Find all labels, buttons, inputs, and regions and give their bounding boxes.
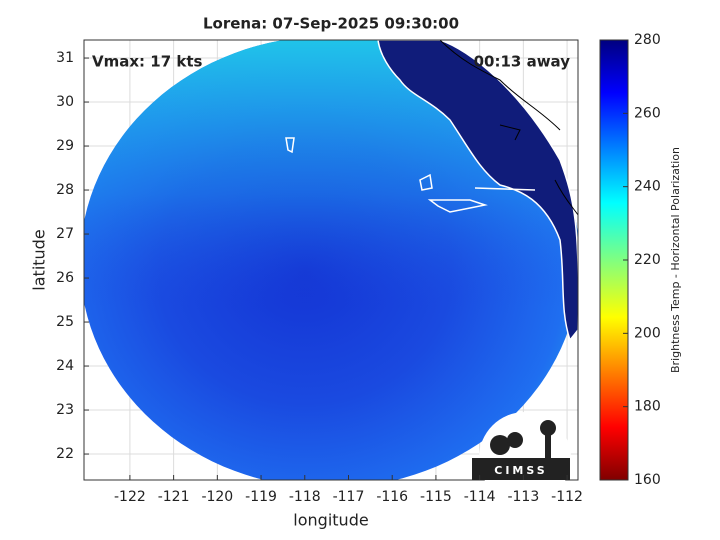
- colorbar-tick-label: 180: [634, 399, 661, 415]
- y-tick-label: 22: [56, 446, 74, 462]
- x-tick-label: -121: [158, 489, 190, 505]
- cimss-logo: CIMSS: [472, 412, 571, 504]
- colorbar-tick-label: 240: [634, 179, 661, 195]
- x-tick-label: -114: [464, 489, 496, 505]
- y-tick-label: 31: [56, 50, 74, 66]
- annotation: Vmax: 17 kts: [92, 53, 202, 71]
- satellite-swath: [84, 40, 578, 480]
- plot-frame: [83, 39, 579, 481]
- y-tick-label: 30: [56, 94, 74, 110]
- colorbar-tick-label: 200: [634, 325, 661, 341]
- x-tick-label: -120: [201, 489, 233, 505]
- colorbar-label: Brightness Temp - Horizontal Polarizatio…: [669, 147, 682, 373]
- y-tick-label: 26: [56, 270, 74, 286]
- y-tick-label: 28: [56, 182, 74, 198]
- y-axis-label: latitude: [30, 229, 49, 290]
- x-tick-label: -113: [507, 489, 539, 505]
- x-tick-label: -118: [289, 489, 321, 505]
- colorbar-tick-label: 160: [634, 472, 661, 488]
- y-tick-label: 23: [56, 402, 74, 418]
- chart-title: Lorena: 07-Sep-2025 09:30:00: [203, 15, 459, 33]
- x-tick-label: -122: [114, 489, 146, 505]
- x-tick-label: -115: [420, 489, 452, 505]
- x-axis-label: longitude: [293, 511, 368, 530]
- x-tick-label: -112: [551, 489, 583, 505]
- colorbar-tick-label: 280: [634, 32, 661, 48]
- colorbar-tick-label: 260: [634, 105, 661, 121]
- y-tick-label: 24: [56, 358, 74, 374]
- y-tick-label: 29: [56, 138, 74, 154]
- logo-text: CIMSS: [494, 464, 547, 477]
- annotation: 00:13 away: [474, 53, 571, 71]
- y-tick-label: 27: [56, 226, 74, 242]
- land: [377, 40, 578, 342]
- x-tick-label: -117: [333, 489, 365, 505]
- x-tick-label: -116: [376, 489, 408, 505]
- y-tick-label: 25: [56, 314, 74, 330]
- colorbar-tick-label: 220: [634, 252, 661, 268]
- x-tick-label: -119: [245, 489, 277, 505]
